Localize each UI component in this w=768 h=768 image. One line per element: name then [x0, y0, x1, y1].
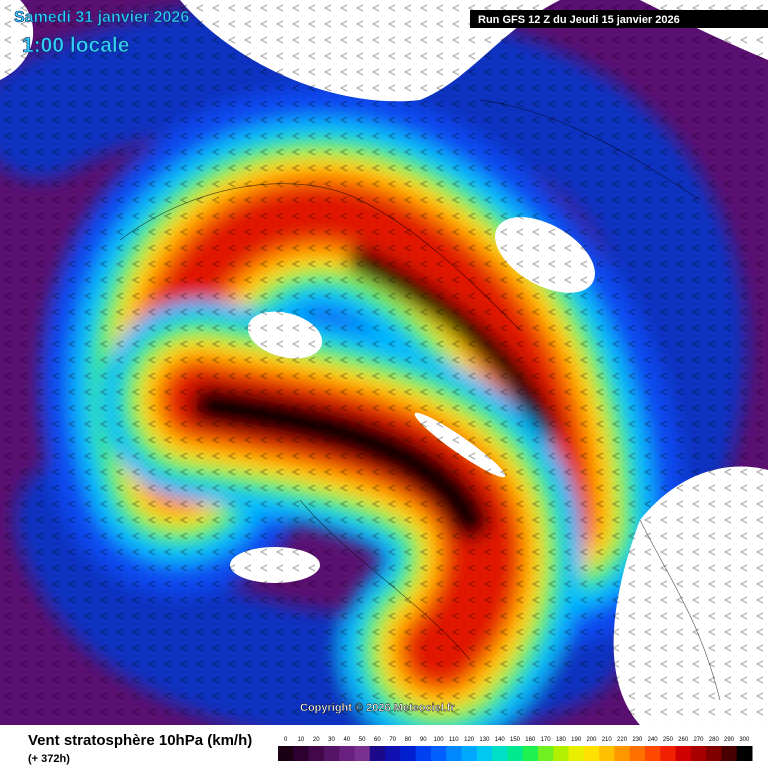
colorbar-swatch [537, 746, 554, 761]
colorbar-label: 120 [464, 737, 475, 743]
colorbar-label: 240 [648, 737, 659, 743]
colorbar-swatch [400, 746, 417, 761]
colorbar-swatch [415, 746, 432, 761]
colorbar-swatch [675, 746, 692, 761]
wind-field [0, 0, 768, 725]
footer-title: Vent stratosphère 10hPa (km/h) [28, 732, 252, 749]
colorbar-label: 30 [328, 737, 335, 743]
lead-time: (+ 372h) [28, 753, 70, 765]
colorbar-swatch [644, 746, 661, 761]
colorbar-label: 230 [632, 737, 643, 743]
colorbar-swatch [278, 746, 294, 761]
colorbar-swatch [339, 746, 355, 761]
colorbar-swatch [354, 746, 371, 761]
colorbar-swatch [614, 746, 631, 761]
colorbar-label: 130 [479, 737, 490, 743]
colorbar-swatch [599, 746, 615, 761]
colorbar-swatch [690, 746, 707, 761]
colorbar-swatch [293, 746, 310, 761]
colorbar-label: 40 [343, 737, 350, 743]
colorbar-label: 140 [495, 737, 506, 743]
colorbar-label: 200 [586, 737, 597, 743]
colorbar-label: 190 [571, 737, 582, 743]
colorbar-swatch [629, 746, 646, 761]
colorbar-swatch [583, 746, 600, 761]
colorbar-label: 150 [510, 737, 521, 743]
colorbar-label: 80 [405, 737, 412, 743]
colorbar-label: 250 [663, 737, 674, 743]
colorbar-swatch [721, 746, 738, 761]
colorbar-label: 170 [541, 737, 552, 743]
colorbar-label: 110 [449, 737, 459, 743]
run-box [470, 10, 768, 28]
colorbar-label: 50 [359, 737, 366, 743]
colorbar-label: 220 [617, 737, 628, 743]
colorbar: 0 10 20 30 40 50 60 70 80 90 100 110 120 130 140 150 160… [278, 737, 753, 761]
colorbar-swatch [660, 746, 677, 761]
colorbar-label: 20 [313, 737, 320, 743]
colorbar-swatch [323, 746, 340, 761]
colorbar-label: 60 [374, 737, 381, 743]
time: 1:00 locale [22, 34, 129, 57]
colorbar-label: 260 [678, 737, 689, 743]
colorbar-label: 210 [602, 737, 613, 743]
colorbar-label: 300 [739, 737, 750, 743]
colorbar-swatch [568, 746, 585, 761]
colorbar-swatch [385, 746, 401, 761]
colorbar-swatch [308, 746, 325, 761]
colorbar-label: 270 [693, 737, 704, 743]
colorbar-swatch [446, 746, 462, 761]
colorbar-label: 290 [724, 737, 735, 743]
colorbar-label: 10 [298, 737, 305, 743]
colorbar-label: 90 [420, 737, 427, 743]
colorbar-swatch [507, 746, 524, 761]
colorbar-swatch [492, 746, 508, 761]
date: Samedi 31 janvier 2026 [14, 9, 189, 26]
coastlines [119, 99, 721, 701]
colorbar-swatch [461, 746, 478, 761]
colorbar-swatch [706, 746, 722, 761]
colorbar-label: 280 [709, 737, 720, 743]
colorbar-swatch [430, 746, 447, 761]
colorbar-swatch [522, 746, 539, 761]
colorbar-label: 180 [556, 737, 567, 743]
colorbar-label: 100 [434, 737, 445, 743]
colorbar-label: 160 [525, 737, 536, 743]
colorbar-swatch [369, 746, 386, 761]
colorbar-swatch [476, 746, 493, 761]
colorbar-swatch [736, 746, 753, 761]
copyright: Copyright © 2026 Meteociel.fr [300, 702, 456, 714]
colorbar-label: 70 [389, 737, 396, 743]
run: Run GFS 12 Z du Jeudi 15 janvier 2026 [478, 14, 680, 26]
colorbar-swatch [553, 746, 570, 761]
colorbar-label: 0 [284, 737, 288, 743]
